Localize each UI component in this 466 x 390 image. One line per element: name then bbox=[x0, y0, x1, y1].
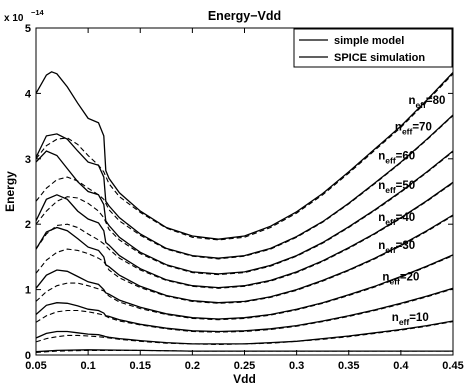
series-model-n30 bbox=[35, 254, 454, 320]
series-model-n0 bbox=[35, 349, 453, 353]
legend: simple model SPICE simulation bbox=[293, 28, 453, 68]
y-multiplier-exponent: −14 bbox=[31, 8, 45, 17]
series-model-n60 bbox=[35, 150, 454, 275]
legend-box bbox=[293, 28, 453, 68]
x-tick-label: 0.25 bbox=[234, 360, 255, 372]
x-tick-label: 0.45 bbox=[442, 360, 463, 372]
y-tick-label: 1 bbox=[25, 285, 31, 297]
series-model-n70 bbox=[35, 114, 454, 259]
neff-annotation: neff=70 bbox=[395, 122, 432, 137]
neff-annotation: neff=30 bbox=[378, 240, 415, 255]
legend-label-simple-model: simple model bbox=[334, 35, 404, 47]
neff-annotation: neff=40 bbox=[378, 212, 415, 227]
neff-annotation: neff=10 bbox=[392, 312, 429, 327]
x-tick-label: 0.15 bbox=[130, 360, 151, 372]
x-tick-label: 0.3 bbox=[289, 360, 304, 372]
series-model-n20 bbox=[35, 287, 454, 333]
series-spice-n70 bbox=[35, 115, 454, 260]
y-tick-label: 5 bbox=[25, 23, 31, 35]
series-model-n10 bbox=[35, 320, 454, 345]
x-tick-label: 0.05 bbox=[25, 360, 46, 372]
series-model-n40 bbox=[35, 214, 454, 304]
series-spice-n40 bbox=[35, 215, 454, 304]
y-tick-label: 4 bbox=[25, 88, 32, 100]
annotations-group: neff=80 neff=70 neff=60 neff=50 neff=40 neff=… bbox=[378, 95, 445, 327]
neff-annotation: neff=20 bbox=[382, 271, 419, 286]
x-tick-label: 0.1 bbox=[80, 360, 95, 372]
legend-label-spice-simulation: SPICE simulation bbox=[334, 52, 425, 64]
x-tick-label: 0.4 bbox=[393, 360, 409, 372]
chart-title: Energy−Vdd bbox=[208, 9, 281, 23]
y-multiplier-base: x 10 bbox=[4, 13, 24, 24]
series-group bbox=[35, 71, 454, 353]
neff-annotation: neff=60 bbox=[378, 150, 415, 165]
axis-ticks: 0.05 0.1 0.15 0.2 0.25 0.3 0.35 0.4 0.45 0 1 2 3 4 5 bbox=[25, 23, 464, 372]
x-tick-label: 0.2 bbox=[185, 360, 200, 372]
series-model-n50 bbox=[35, 181, 454, 289]
y-tick-label: 2 bbox=[25, 219, 31, 231]
series-spice-n50 bbox=[35, 182, 454, 289]
y-tick-label: 0 bbox=[25, 350, 31, 362]
neff-annotation: neff=50 bbox=[378, 180, 415, 195]
series-spice-n30 bbox=[35, 255, 454, 321]
x-axis-title: Vdd bbox=[233, 372, 256, 385]
neff-annotation: neff=80 bbox=[408, 95, 445, 110]
series-spice-n20 bbox=[35, 288, 454, 333]
y-axis-title: Energy bbox=[3, 171, 17, 212]
series-model-n80 bbox=[35, 71, 454, 240]
series-spice-n10 bbox=[35, 321, 454, 346]
y-tick-label: 3 bbox=[25, 154, 31, 166]
x-tick-label: 0.35 bbox=[338, 360, 359, 372]
